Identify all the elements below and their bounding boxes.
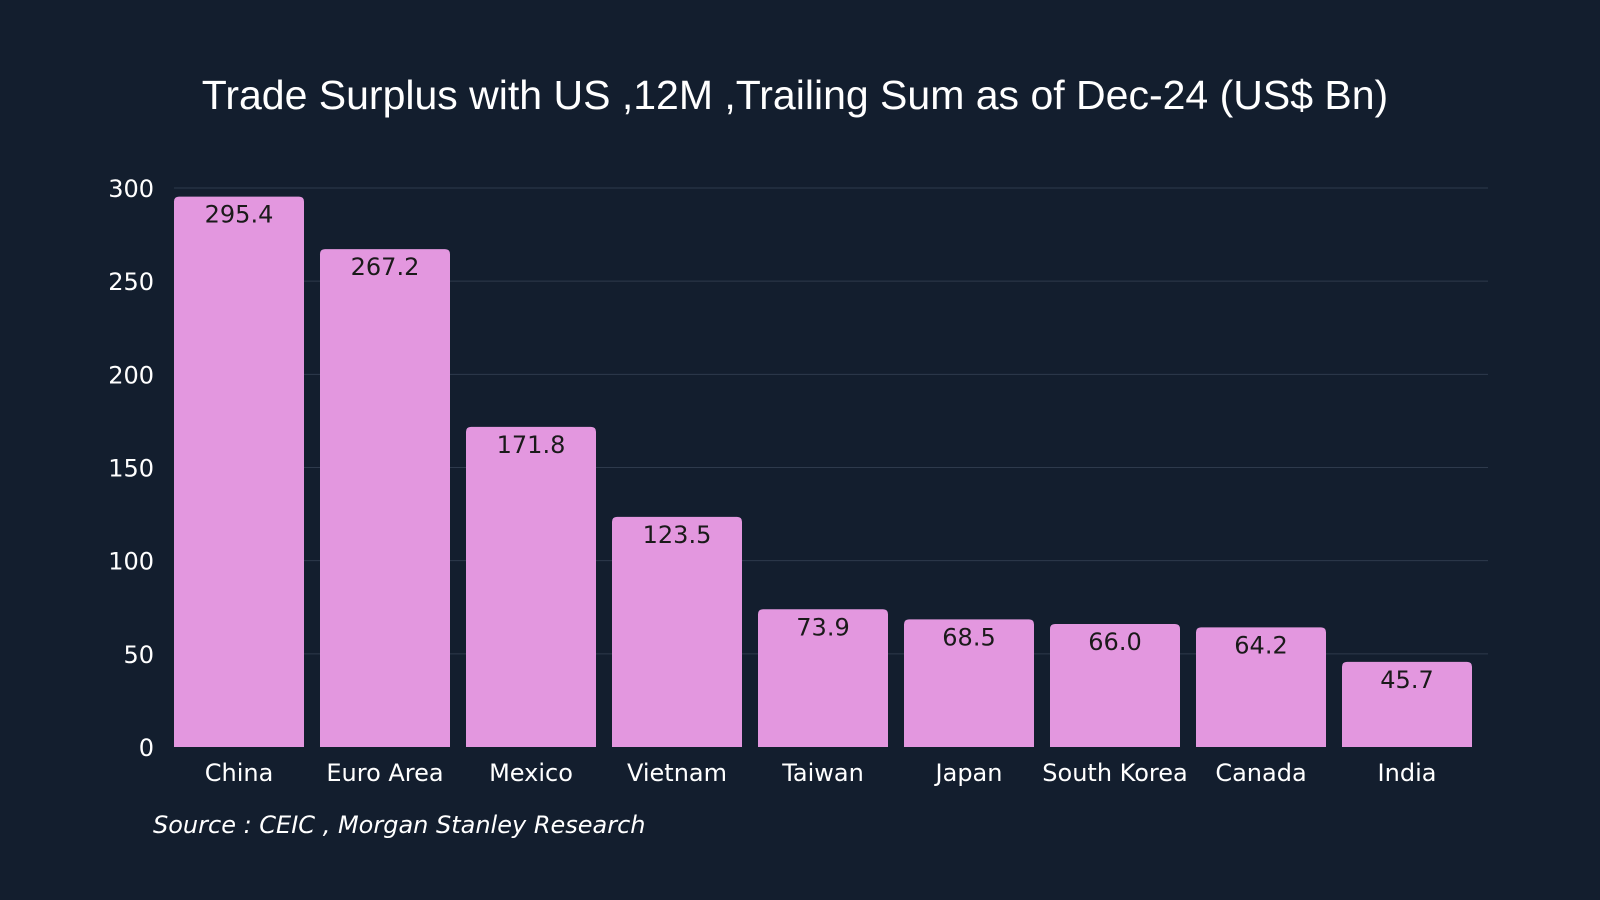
bar-value-label: 267.2 <box>351 253 420 281</box>
bars <box>174 196 1472 747</box>
source-note: Source : CEIC , Morgan Stanley Research <box>153 811 646 839</box>
y-tick-label: 250 <box>108 268 154 296</box>
y-tick-label: 50 <box>123 641 154 669</box>
y-axis-ticks: 0 50 100 150 200 250 300 <box>108 175 154 762</box>
bar <box>612 516 742 747</box>
value-labels: 295.4 267.2 171.8 123.5 73.9 68.5 66.0 64.2 45.7 <box>205 201 1434 694</box>
y-tick-label: 0 <box>139 734 154 762</box>
bar <box>904 619 1034 747</box>
bar <box>1196 627 1326 747</box>
y-tick-label: 300 <box>108 175 154 203</box>
x-category-label: Euro Area <box>326 759 443 787</box>
x-category-label: Canada <box>1215 759 1306 787</box>
y-tick-label: 100 <box>108 548 154 576</box>
x-category-label: Vietnam <box>627 759 727 787</box>
bar <box>466 426 596 747</box>
x-category-label: South Korea <box>1042 759 1187 787</box>
bar-value-label: 68.5 <box>942 623 995 651</box>
x-axis-categories: China Euro Area Mexico Vietnam Taiwan Japan So… <box>205 759 1437 787</box>
chart-title: Trade Surplus with US ,12M ,Trailing Sum… <box>201 72 1389 118</box>
bar <box>1050 624 1180 747</box>
bar <box>758 609 888 747</box>
x-category-label: Taiwan <box>781 759 864 787</box>
bar <box>174 196 304 747</box>
bar-value-label: 73.9 <box>796 613 849 641</box>
x-category-label: Japan <box>934 759 1003 787</box>
y-tick-label: 150 <box>108 455 154 483</box>
bar <box>1342 661 1472 747</box>
y-tick-label: 200 <box>108 361 154 389</box>
bar-value-label: 295.4 <box>205 201 274 229</box>
bar-value-label: 66.0 <box>1088 628 1141 656</box>
x-category-label: Mexico <box>489 759 573 787</box>
bar-value-label: 123.5 <box>643 521 712 549</box>
x-category-label: China <box>205 759 274 787</box>
bar-value-label: 45.7 <box>1380 666 1433 694</box>
x-category-label: India <box>1378 759 1437 787</box>
bar-value-label: 171.8 <box>497 431 566 459</box>
bar <box>320 249 450 747</box>
bar-value-label: 64.2 <box>1234 631 1287 659</box>
